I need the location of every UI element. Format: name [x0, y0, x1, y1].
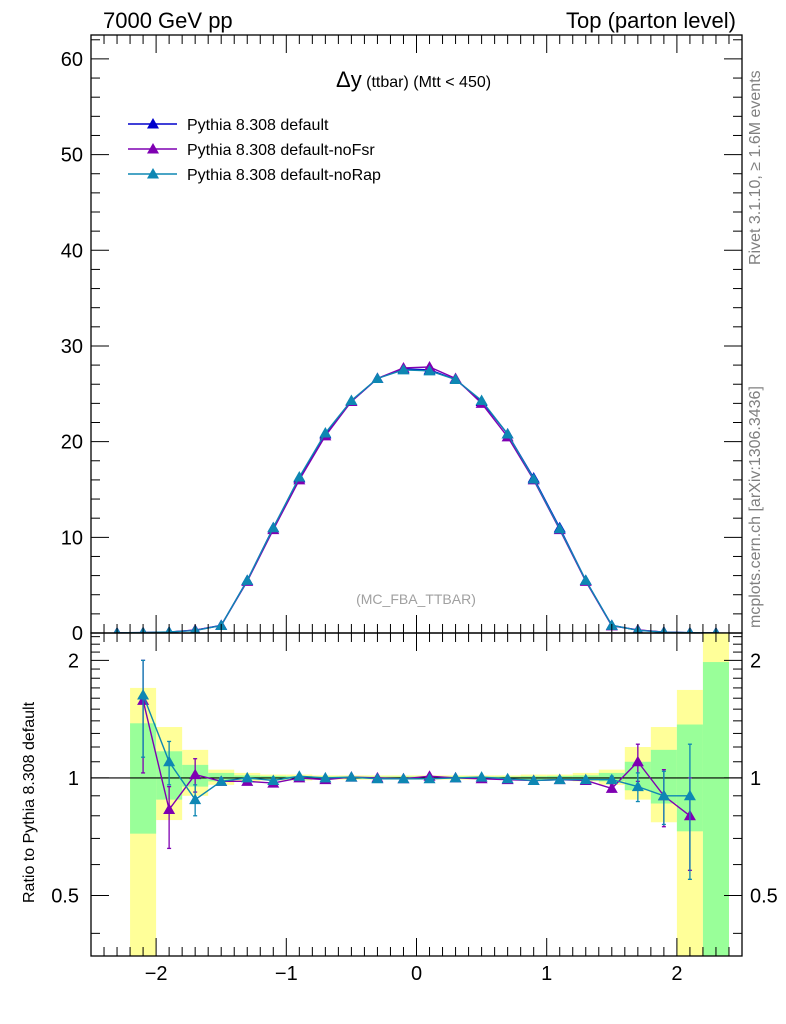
x-tick-label: −2 — [145, 963, 168, 985]
ratio-panel: 0.5 0.5 1 1 2 2 −2 −1 0 1 2 Ratio to Pythia 8.308 … — [21, 632, 778, 985]
ratio-y-tick-label-right: 0.5 — [750, 886, 778, 908]
ratio-data-point — [189, 793, 202, 805]
main-series-line — [117, 369, 716, 633]
ratio-data-point — [163, 803, 176, 815]
ratio-data-point — [527, 774, 540, 785]
main-data-point — [293, 471, 306, 482]
ratio-y-tick-label: 1 — [68, 768, 79, 790]
ratio-data-point — [137, 689, 150, 700]
ratio-data-point — [345, 771, 358, 782]
x-tick-label: −1 — [275, 963, 298, 985]
ratio-data-point — [241, 771, 254, 783]
main-y-tick-label: 60 — [61, 49, 83, 71]
ratio-data-point — [319, 771, 332, 783]
ratio-series-line — [142, 700, 691, 817]
legend-entry-label: Pythia 8.308 default-noRap — [187, 167, 381, 184]
ratio-data-point — [371, 772, 384, 784]
legend-entry-label: Pythia 8.308 default — [187, 117, 329, 134]
ratio-data-point — [449, 771, 462, 783]
ratio-data-point — [267, 774, 280, 785]
legend-entry-label: Pythia 8.308 default-noFsr — [187, 142, 375, 159]
main-y-tick-label: 0 — [72, 623, 83, 645]
legend-marker — [147, 143, 159, 154]
main-data-point — [319, 427, 332, 438]
main-data-point — [423, 364, 436, 376]
header-right-label: Top (parton level) — [566, 8, 736, 33]
main-data-point — [475, 394, 488, 405]
ratio-data-point — [631, 780, 644, 792]
x-tick-label: 2 — [671, 963, 682, 985]
main-data-point — [501, 427, 514, 439]
ratio-frame — [90, 632, 743, 957]
ratio-data-point — [397, 772, 410, 784]
ratio-data-point — [657, 789, 670, 801]
analysis-label: (MC_FBA_TTBAR) — [356, 591, 476, 607]
ratio-data-point — [215, 775, 228, 786]
ratio-data-point — [501, 772, 514, 784]
ratio-data-point — [293, 770, 306, 781]
legend: Pythia 8.308 default Pythia 8.308 default… — [128, 117, 381, 184]
ratio-data-point — [553, 773, 566, 785]
main-y-tick-label: 10 — [61, 527, 83, 549]
ratio-data-point — [423, 772, 436, 784]
main-y-tick-label: 50 — [61, 145, 83, 167]
ratio-data-point — [579, 773, 592, 785]
main-y-tick-label: 40 — [61, 240, 83, 262]
main-panel: 0 10 20 30 40 50 60 Δy (ttbar) (Mtt < 450) (MC… — [61, 34, 743, 645]
ratio-data-point — [631, 755, 644, 767]
ratio-y-tick-label-right: 1 — [750, 768, 761, 790]
ratio-y-tick-label: 2 — [68, 650, 79, 672]
main-y-tick-label: 30 — [61, 336, 83, 358]
main-data-point — [579, 574, 592, 585]
main-data-point — [397, 363, 410, 375]
main-title-subscript: (ttbar) (Mtt < 450) — [362, 74, 491, 91]
ratio-band-green — [702, 662, 729, 956]
main-data-point — [241, 574, 254, 585]
ratio-y-axis-label: Ratio to Pythia 8.308 default — [21, 701, 38, 903]
ratio-data-point — [683, 789, 696, 801]
ratio-data-point — [605, 782, 618, 793]
legend-marker — [147, 168, 159, 179]
ratio-y-tick-label-right: 2 — [750, 650, 761, 672]
ratio-data-point — [475, 771, 488, 782]
ratio-data-point — [189, 768, 202, 780]
x-tick-label: 1 — [541, 963, 552, 985]
main-data-point — [527, 472, 540, 484]
x-tick-label: 0 — [411, 963, 422, 985]
main-y-tick-label: 20 — [61, 432, 83, 454]
mcplots-reference-label: mcplots.cern.ch [arXiv:1306.3436] — [747, 386, 764, 628]
ratio-data-point — [163, 755, 176, 767]
main-title-symbol: Δy — [336, 67, 362, 92]
header-left-label: 7000 GeV pp — [103, 8, 233, 33]
main-data-point — [267, 521, 280, 533]
main-data-point — [371, 372, 384, 383]
legend-marker — [147, 118, 159, 129]
rivet-version-label: Rivet 3.1.10, ≥ 1.6M events — [747, 70, 764, 265]
ratio-y-tick-label: 0.5 — [51, 886, 79, 908]
main-data-point — [449, 373, 462, 384]
main-data-point — [553, 522, 566, 534]
main-data-point — [345, 394, 358, 405]
main-title: Δy (ttbar) (Mtt < 450) — [336, 67, 491, 92]
ratio-data-point — [605, 773, 618, 785]
ratio-series-line — [142, 694, 690, 801]
